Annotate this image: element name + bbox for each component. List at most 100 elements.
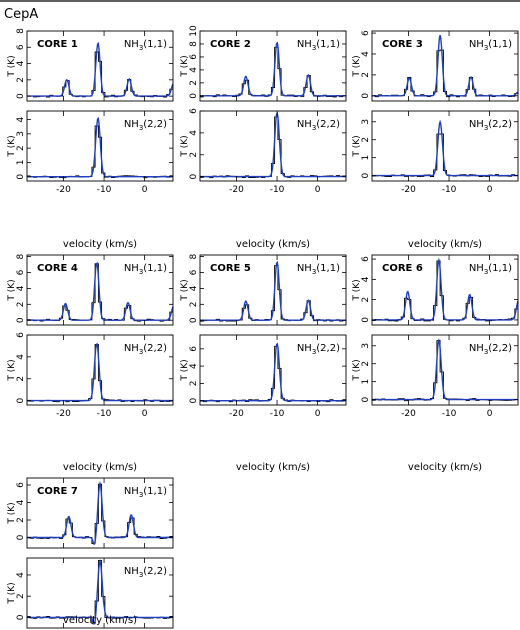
fit-curve: [27, 261, 174, 321]
plot-frame: [371, 334, 519, 406]
y-tick-label: 1: [361, 155, 371, 161]
y-tick-label: 0: [16, 317, 26, 323]
y-tick-label: 4: [16, 60, 26, 66]
observed-spectrum: [27, 560, 173, 625]
transition-label: NH3(2,2): [124, 119, 167, 132]
y-tick-label: 0: [189, 93, 199, 99]
y-tick-label: 1: [16, 160, 26, 166]
y-tick-label: 0: [189, 317, 199, 323]
fit-curve: [200, 342, 346, 402]
transition-label: NH3(2,2): [124, 566, 167, 579]
fit-curve: [372, 337, 518, 401]
y-tick-label: 6: [361, 30, 371, 36]
y-axis-label: T (K): [352, 279, 362, 301]
x-tick-label: -20: [401, 409, 416, 419]
y-axis-label: T (K): [180, 359, 190, 381]
y-axis-label: T (K): [7, 502, 17, 524]
x-tick-label: -10: [97, 409, 112, 419]
x-tick-label: 0: [142, 185, 148, 195]
y-tick-label: 4: [16, 116, 26, 122]
core-label: CORE 7: [37, 486, 78, 497]
x-axis-label: velocity (km/s): [408, 462, 482, 473]
x-axis-label: velocity (km/s): [63, 615, 137, 626]
y-tick-label: 0: [361, 317, 371, 323]
plot-frame: [371, 254, 519, 326]
y-axis-label: T (K): [352, 359, 362, 381]
x-tick-label: 0: [315, 409, 321, 419]
y-tick-label: 0: [16, 93, 26, 99]
x-tick-label: -20: [229, 185, 244, 195]
transition-label: NH3(2,2): [297, 119, 340, 132]
plot-frame: [26, 30, 174, 102]
y-tick-label: 8: [189, 41, 199, 47]
panel-nh3_11-core-7: 0 2 4 6 T (K) NH3(1,1) CORE 7: [7, 477, 174, 549]
plot-frame: [199, 254, 347, 326]
plot-frame: [199, 30, 347, 102]
x-tick-label: 0: [142, 409, 148, 419]
x-tick-label: -10: [270, 185, 285, 195]
fit-curve: [27, 116, 173, 178]
y-tick-label: 2: [16, 593, 26, 599]
y-tick-label: 2: [16, 77, 26, 83]
transition-label: NH3(2,2): [124, 343, 167, 356]
y-tick-label: 4: [189, 363, 199, 369]
y-tick-label: 4: [361, 276, 371, 282]
y-tick-label: 0: [361, 93, 371, 99]
y-tick-label: 4: [16, 285, 26, 291]
y-tick-label: 0: [361, 172, 371, 178]
panel-nh3_22-core-3: -20 -10 0 0 1 2 3 T (K) NH3(2,2): [352, 110, 519, 195]
y-axis-label: T (K): [7, 359, 17, 381]
transition-label: NH3(1,1): [124, 486, 167, 499]
y-tick-label: 6: [361, 256, 371, 262]
panel-nh3_22-core-6: -20 -10 0 0 1 2 3 T (K) NH3(2,2): [352, 334, 519, 419]
y-tick-label: 2: [16, 517, 26, 523]
core-label: CORE 3: [382, 39, 423, 50]
transition-label: NH3(1,1): [124, 263, 167, 276]
plot-frame: [26, 557, 174, 629]
panel-nh3_22-core-4: -20 -10 0 0 2 4 6 T (K) NH3(2,2): [7, 332, 174, 419]
y-tick-label: 0: [189, 173, 199, 179]
x-axis-label: velocity (km/s): [408, 239, 482, 250]
fit-curve: [200, 260, 346, 321]
plot-frame: [371, 110, 519, 182]
y-tick-label: 2: [361, 72, 371, 78]
core-label: CORE 5: [210, 263, 251, 274]
panel-nh3_22-core-5: -20 -10 0 0 2 4 6 T (K) NH3(2,2): [180, 334, 347, 419]
y-tick-label: 4: [189, 285, 199, 291]
fit-curve: [27, 480, 173, 545]
panel-nh3_22-core-2: -20 -10 0 0 2 4 6 T (K) NH3(2,2): [180, 108, 347, 195]
plot-frame: [26, 110, 174, 182]
y-axis-label: T (K): [7, 55, 17, 77]
y-tick-label: 2: [189, 80, 199, 86]
y-tick-label: 6: [16, 269, 26, 275]
y-tick-label: 3: [16, 131, 26, 137]
y-axis-label: T (K): [352, 55, 362, 77]
y-tick-label: 6: [16, 332, 26, 338]
transition-label: NH3(2,2): [297, 343, 340, 356]
y-tick-label: 3: [361, 119, 371, 125]
y-tick-label: 2: [16, 145, 26, 151]
panel-nh3_11-core-2: 0 2 4 6 8 10 T (K) NH3(1,1) CORE 2: [180, 25, 347, 102]
x-tick-label: -10: [442, 409, 457, 419]
transition-label: NH3(1,1): [469, 263, 512, 276]
y-tick-label: 1: [361, 379, 371, 385]
transition-label: NH3(1,1): [124, 39, 167, 52]
fit-curve: [27, 558, 173, 625]
x-tick-label: -10: [442, 185, 457, 195]
y-tick-label: 2: [361, 361, 371, 367]
transition-label: NH3(1,1): [297, 263, 340, 276]
fit-curve: [200, 111, 346, 178]
y-tick-label: 4: [189, 130, 199, 136]
y-tick-label: 4: [16, 354, 26, 360]
fit-curve: [372, 35, 519, 97]
transition-label: NH3(1,1): [297, 39, 340, 52]
y-tick-label: 4: [189, 67, 199, 73]
panel-nh3_11-core-4: 0 2 4 6 8 T (K) NH3(1,1) CORE 4: [7, 253, 174, 326]
x-axis-label: velocity (km/s): [63, 239, 137, 250]
y-tick-label: 2: [16, 301, 26, 307]
panel-nh3_11-core-1: 0 2 4 6 8 T (K) NH3(1,1) CORE 1: [7, 28, 174, 102]
y-tick-label: 2: [189, 301, 199, 307]
y-tick-label: 0: [361, 396, 371, 402]
figure-title: CepA: [4, 7, 38, 22]
